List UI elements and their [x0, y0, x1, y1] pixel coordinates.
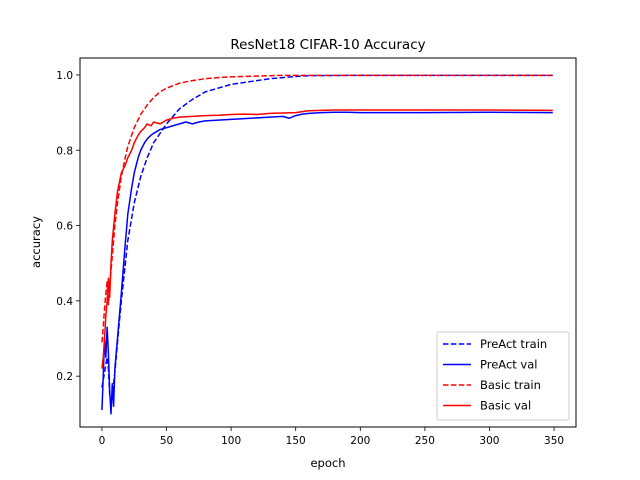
y-tick-label: 0.6 [56, 221, 73, 233]
x-tick-label: 0 [99, 435, 106, 447]
y-axis: 0.2 0.4 0.6 0.8 1.0 [56, 70, 80, 383]
series-line-basic-train [101, 74, 553, 343]
y-tick-label: 0.8 [56, 145, 73, 157]
y-axis-label: accuracy [29, 216, 43, 268]
legend-label: PreAct val [480, 358, 537, 372]
x-tick-label: 150 [286, 435, 306, 447]
series-layer [101, 74, 553, 415]
y-tick-label: 1.0 [56, 70, 73, 82]
chart-title: ResNet18 CIFAR-10 Accuracy [230, 37, 425, 53]
series-line-basic-val [101, 109, 553, 369]
series-line-preact-val [101, 111, 553, 415]
x-tick-label: 300 [479, 435, 499, 447]
axes-frame [79, 57, 577, 428]
legend-label: PreAct train [480, 337, 547, 351]
y-tick-label: 0.2 [56, 371, 73, 383]
legend-label: Basic val [480, 399, 531, 413]
x-tick-label: 350 [544, 435, 564, 447]
x-tick-label: 200 [350, 435, 370, 447]
x-axis: 0 50 100 150 200 250 300 350 [99, 427, 564, 447]
legend-label: Basic train [480, 378, 541, 392]
legend-box [436, 331, 570, 421]
legend: PreAct train PreAct val Basic train Basic v… [436, 331, 570, 421]
x-axis-label: epoch [310, 456, 345, 470]
x-tick-label: 100 [221, 435, 241, 447]
x-tick-label: 250 [415, 435, 435, 447]
y-tick-label: 0.4 [56, 296, 73, 308]
x-tick-label: 50 [160, 435, 173, 447]
